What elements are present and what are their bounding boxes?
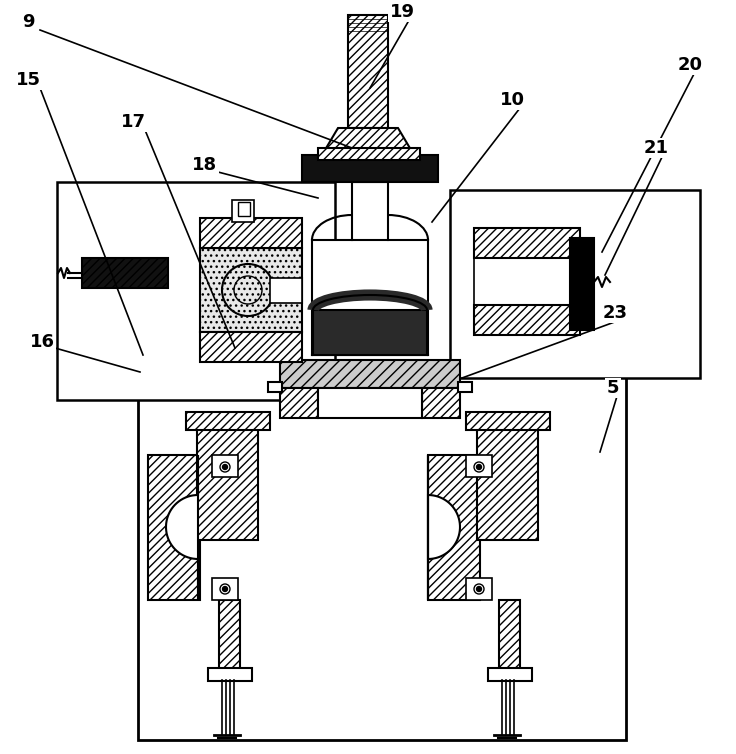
Polygon shape [322,128,414,155]
Bar [208,668,252,681]
Text: 16: 16 [29,333,54,351]
Bar [570,238,594,330]
Bar [57,182,335,400]
Text: 23: 23 [603,304,628,322]
Bar [200,248,302,332]
Ellipse shape [474,462,484,472]
Bar [138,370,626,740]
Bar [422,388,460,418]
Bar [200,332,302,362]
Ellipse shape [222,587,227,591]
Bar [318,388,422,418]
Bar [212,455,238,477]
Bar [499,600,520,670]
Bar [82,258,168,288]
Bar [219,600,240,670]
Bar [428,455,480,600]
Bar [466,578,492,600]
Ellipse shape [222,464,227,470]
Bar [302,155,438,182]
Bar [212,578,238,600]
Text: 19: 19 [389,3,414,21]
Bar [197,418,258,540]
Bar [466,455,492,477]
Bar [474,258,580,306]
Bar [238,202,250,216]
Bar [268,382,282,392]
Bar [352,182,388,240]
Text: 10: 10 [500,91,525,109]
Text: 15: 15 [15,71,40,89]
Bar [280,360,460,388]
Ellipse shape [476,464,481,470]
Bar [232,200,254,222]
Text: 17: 17 [121,113,146,131]
Text: 18: 18 [192,156,218,174]
Ellipse shape [220,584,230,594]
Bar [458,382,472,392]
Polygon shape [166,455,198,600]
Bar [148,455,200,600]
Bar [488,668,532,681]
Bar [348,15,388,128]
Bar [82,258,168,288]
Ellipse shape [476,587,481,591]
Bar [313,310,427,355]
Bar [270,278,302,303]
Text: 21: 21 [643,139,668,157]
Polygon shape [428,455,460,600]
Text: 20: 20 [678,56,702,74]
Bar [280,388,318,418]
Bar [186,412,270,430]
Bar [474,305,580,335]
Ellipse shape [474,584,484,594]
Bar [200,218,302,248]
Bar [466,412,550,430]
Text: 9: 9 [22,13,35,31]
Bar [477,418,538,540]
Bar [318,148,420,160]
Bar [313,241,427,354]
Bar [450,190,700,378]
Bar [474,228,580,258]
Text: 5: 5 [606,379,619,397]
Ellipse shape [220,462,230,472]
